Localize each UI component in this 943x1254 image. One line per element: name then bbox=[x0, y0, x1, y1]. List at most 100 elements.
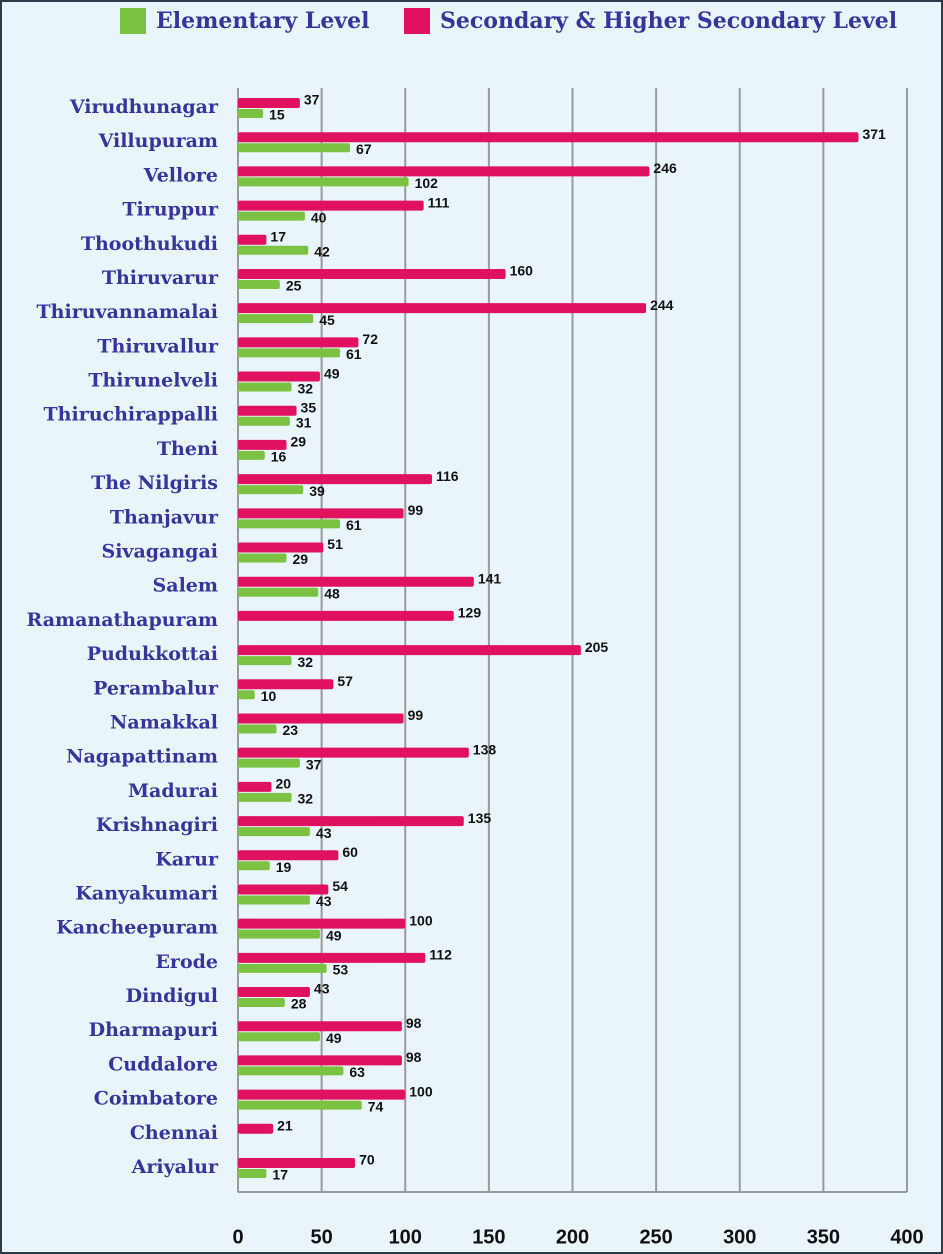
value-label: 99 bbox=[408, 707, 424, 723]
value-label: 29 bbox=[293, 551, 309, 567]
bar bbox=[238, 861, 270, 871]
bar bbox=[238, 371, 320, 382]
bar bbox=[238, 132, 859, 143]
y-tick-label: Madurai bbox=[128, 780, 218, 802]
bar bbox=[238, 485, 304, 495]
value-label: 21 bbox=[277, 1118, 293, 1134]
value-label: 244 bbox=[650, 297, 674, 313]
bar bbox=[238, 1066, 344, 1076]
bar bbox=[238, 952, 426, 963]
bar bbox=[238, 1055, 402, 1066]
bar bbox=[238, 645, 581, 656]
y-tick-label: Kancheepuram bbox=[56, 917, 218, 939]
x-tick-label: 100 bbox=[389, 1226, 422, 1248]
bar bbox=[238, 268, 506, 279]
value-label: 16 bbox=[271, 449, 287, 465]
value-label: 43 bbox=[314, 981, 330, 997]
bar bbox=[238, 610, 454, 621]
value-label: 72 bbox=[362, 331, 378, 347]
y-tick-label: Thirunelveli bbox=[88, 370, 218, 392]
bar bbox=[238, 1032, 320, 1042]
x-tick-label: 200 bbox=[556, 1226, 589, 1248]
bar bbox=[238, 679, 334, 690]
bar bbox=[238, 1021, 402, 1032]
y-tick-label: Sivagangai bbox=[101, 541, 218, 563]
y-tick-label: Ariyalur bbox=[131, 1156, 219, 1178]
y-tick-label: Thoothukudi bbox=[81, 233, 218, 255]
value-label: 43 bbox=[316, 825, 332, 841]
x-tick-label: 50 bbox=[311, 1226, 333, 1248]
value-label: 61 bbox=[346, 517, 362, 533]
bar bbox=[238, 656, 292, 666]
value-label: 61 bbox=[346, 346, 362, 362]
value-label: 111 bbox=[428, 194, 450, 210]
value-label: 43 bbox=[316, 893, 332, 909]
bar bbox=[238, 690, 255, 700]
y-tick-label: Dharmapuri bbox=[89, 1019, 218, 1041]
bar bbox=[238, 177, 409, 187]
value-label: 70 bbox=[359, 1152, 375, 1168]
y-tick-label: Vellore bbox=[143, 164, 218, 186]
bar bbox=[238, 1169, 267, 1178]
y-tick-label: Thiruvarur bbox=[102, 267, 219, 289]
value-label: 63 bbox=[349, 1064, 365, 1080]
bar bbox=[238, 143, 351, 153]
bar bbox=[238, 884, 329, 895]
legend-label: Elementary Level bbox=[156, 8, 369, 34]
value-label: 10 bbox=[261, 688, 277, 704]
value-label: 100 bbox=[409, 912, 433, 928]
bar bbox=[238, 405, 297, 416]
x-tick-label: 0 bbox=[232, 1226, 243, 1248]
y-tick-label: Erode bbox=[155, 951, 218, 973]
value-label: 74 bbox=[368, 1098, 384, 1114]
bar bbox=[238, 382, 292, 392]
value-label: 51 bbox=[327, 536, 343, 552]
bar bbox=[238, 827, 310, 837]
y-tick-label: Kanyakumari bbox=[75, 882, 218, 904]
y-tick-label: Theni bbox=[157, 438, 218, 460]
bar bbox=[238, 1089, 406, 1100]
value-label: 371 bbox=[862, 126, 886, 142]
x-tick-label: 350 bbox=[807, 1226, 840, 1248]
bar bbox=[238, 211, 305, 221]
value-label: 32 bbox=[298, 791, 314, 807]
bar bbox=[238, 348, 341, 358]
value-label: 49 bbox=[326, 1030, 342, 1046]
y-tick-label: Thiruvannamalai bbox=[37, 301, 218, 323]
bar bbox=[238, 758, 300, 768]
bar bbox=[238, 542, 324, 553]
bar bbox=[238, 587, 319, 597]
bar bbox=[238, 303, 647, 314]
bar bbox=[238, 337, 359, 348]
y-tick-label: Villupuram bbox=[98, 130, 218, 152]
bar bbox=[238, 1100, 362, 1110]
value-label: 42 bbox=[314, 243, 330, 259]
value-label: 23 bbox=[282, 722, 298, 738]
value-label: 32 bbox=[298, 654, 314, 670]
value-label: 39 bbox=[309, 483, 325, 499]
value-label: 67 bbox=[356, 141, 372, 157]
bar bbox=[238, 109, 264, 118]
value-label: 53 bbox=[333, 962, 349, 978]
value-label: 29 bbox=[291, 434, 307, 450]
y-tick-label: Dindigul bbox=[126, 985, 218, 1007]
bar bbox=[238, 895, 310, 905]
y-tick-label: Nagapattinam bbox=[66, 746, 218, 768]
bar bbox=[238, 963, 327, 973]
legend-label: Secondary & Higher Secondary Level bbox=[440, 8, 897, 34]
value-label: 100 bbox=[409, 1083, 433, 1099]
bar bbox=[238, 508, 404, 519]
y-tick-label: Namakkal bbox=[110, 711, 218, 733]
y-tick-label: Tiruppur bbox=[122, 199, 219, 221]
value-label: 98 bbox=[406, 1015, 422, 1031]
value-label: 141 bbox=[478, 570, 502, 586]
value-label: 112 bbox=[429, 947, 452, 963]
bar bbox=[238, 918, 406, 929]
value-label: 49 bbox=[324, 365, 340, 381]
value-label: 135 bbox=[468, 810, 492, 826]
value-label: 31 bbox=[296, 414, 312, 430]
value-label: 98 bbox=[406, 1049, 422, 1065]
bar bbox=[238, 439, 287, 450]
value-label: 40 bbox=[311, 209, 327, 225]
